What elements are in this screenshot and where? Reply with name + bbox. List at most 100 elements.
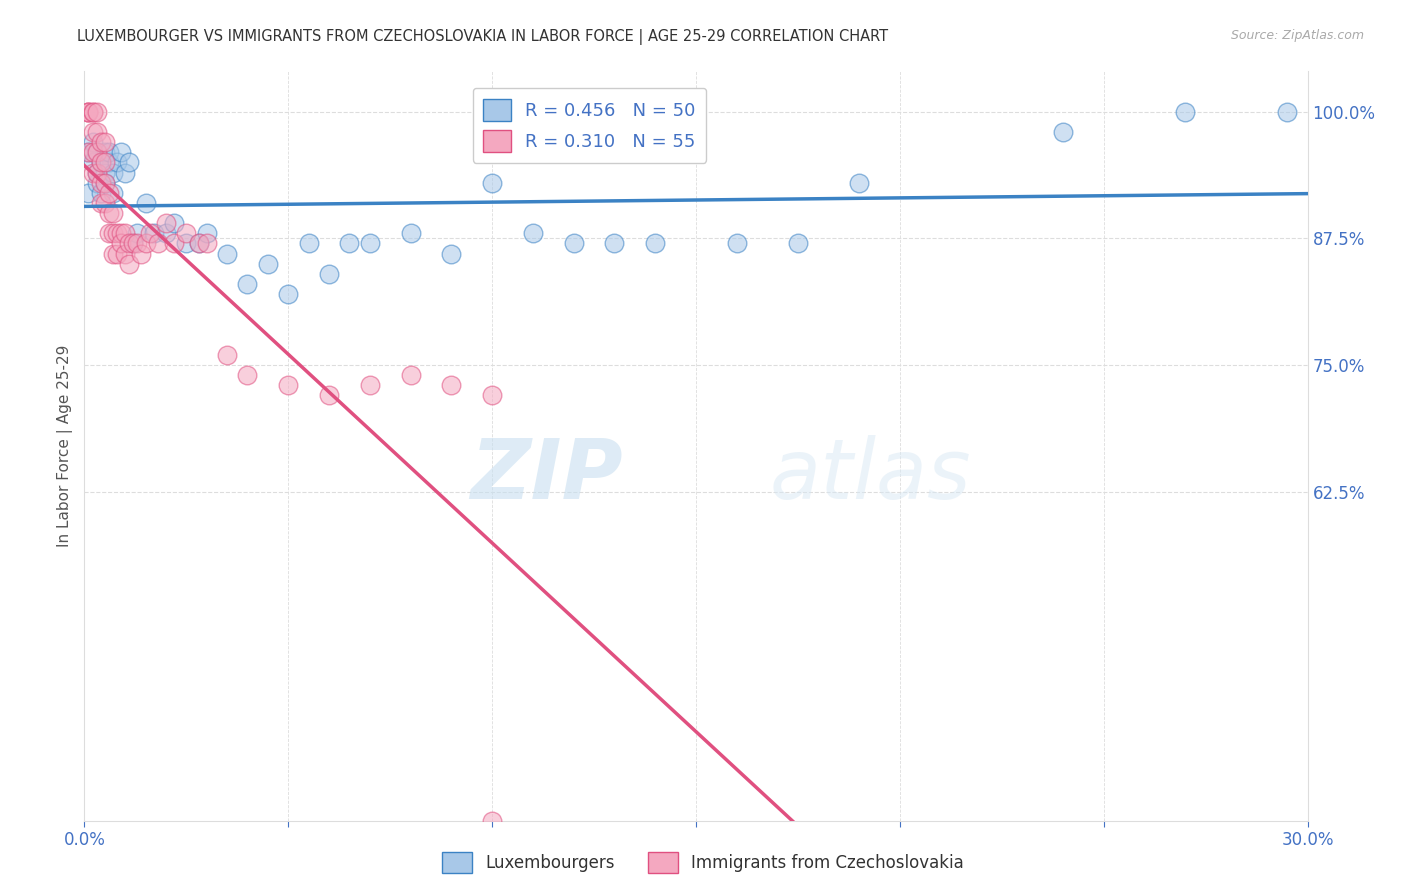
Point [339, 236, 361, 251]
Point [77, 104, 100, 119]
Point [195, 236, 218, 251]
Point [105, 246, 128, 260]
Point [1174, 104, 1197, 119]
Point [187, 236, 209, 251]
Point [848, 176, 870, 190]
Point [82, 104, 104, 119]
Point [481, 388, 503, 402]
Point [277, 378, 299, 392]
Point [77, 145, 100, 160]
Point [90, 135, 112, 149]
Point [86, 145, 108, 160]
Point [318, 267, 340, 281]
Point [187, 236, 209, 251]
Point [122, 236, 145, 251]
Point [155, 227, 177, 241]
Point [481, 176, 503, 190]
Point [97, 155, 120, 169]
Point [82, 145, 104, 160]
Point [399, 227, 422, 241]
Point [131, 246, 153, 260]
Point [318, 388, 340, 402]
Point [277, 287, 299, 301]
Point [93, 135, 115, 149]
Point [97, 186, 120, 200]
Point [359, 236, 381, 251]
Point [82, 155, 104, 169]
Point [135, 236, 157, 251]
Point [77, 186, 100, 200]
Point [110, 227, 132, 241]
Point [122, 236, 145, 251]
Y-axis label: In Labor Force | Age 25-29: In Labor Force | Age 25-29 [58, 345, 73, 547]
Point [1052, 125, 1074, 139]
Point [163, 236, 186, 251]
Legend: R = 0.456   N = 50, R = 0.310   N = 55: R = 0.456 N = 50, R = 0.310 N = 55 [472, 88, 706, 162]
Point [90, 155, 112, 169]
Point [93, 176, 115, 190]
Point [90, 186, 112, 200]
Point [217, 348, 239, 362]
Point [146, 236, 169, 251]
Point [114, 166, 136, 180]
Point [97, 145, 120, 160]
Point [86, 166, 108, 180]
Text: atlas: atlas [769, 435, 972, 516]
Point [77, 104, 100, 119]
Point [77, 104, 100, 119]
Point [257, 257, 280, 271]
Point [298, 236, 321, 251]
Point [118, 155, 141, 169]
Point [86, 104, 108, 119]
Point [163, 216, 186, 230]
Point [82, 125, 104, 139]
Point [101, 166, 124, 180]
Point [82, 104, 104, 119]
Point [399, 368, 422, 383]
Point [82, 135, 104, 149]
Point [86, 125, 108, 139]
Point [101, 227, 124, 241]
Point [114, 246, 136, 260]
Point [142, 227, 165, 241]
Point [93, 145, 115, 160]
Text: Source: ZipAtlas.com: Source: ZipAtlas.com [1230, 29, 1364, 42]
Point [135, 196, 157, 211]
Point [90, 196, 112, 211]
Point [155, 216, 177, 230]
Point [93, 155, 115, 169]
Point [481, 814, 503, 828]
Point [174, 227, 197, 241]
Point [114, 227, 136, 241]
Point [105, 227, 128, 241]
Point [644, 236, 666, 251]
Point [725, 236, 748, 251]
Point [101, 206, 124, 220]
Point [118, 257, 141, 271]
Point [93, 166, 115, 180]
Point [105, 155, 128, 169]
Point [127, 236, 149, 251]
Point [195, 227, 218, 241]
Point [603, 236, 626, 251]
Point [86, 176, 108, 190]
Text: LUXEMBOURGER VS IMMIGRANTS FROM CZECHOSLOVAKIA IN LABOR FORCE | AGE 25-29 CORREL: LUXEMBOURGER VS IMMIGRANTS FROM CZECHOSL… [77, 29, 889, 45]
Point [440, 246, 463, 260]
Point [90, 176, 112, 190]
Point [562, 236, 585, 251]
Point [97, 227, 120, 241]
Point [118, 236, 141, 251]
Point [101, 246, 124, 260]
Point [236, 368, 259, 383]
Point [236, 277, 259, 291]
Point [174, 236, 197, 251]
Point [522, 227, 544, 241]
Point [359, 378, 381, 392]
Point [138, 227, 160, 241]
Point [787, 236, 810, 251]
Text: ZIP: ZIP [470, 435, 623, 516]
Point [217, 246, 239, 260]
Point [82, 166, 104, 180]
Point [110, 145, 132, 160]
Point [110, 236, 132, 251]
